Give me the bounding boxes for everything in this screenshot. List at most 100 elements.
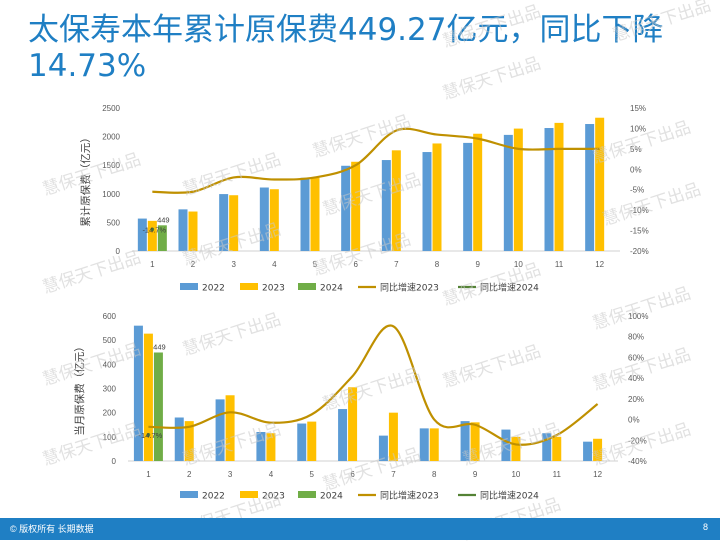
page-title: 太保寿本年累计原保费449.27亿元，同比下降14.73%: [28, 12, 664, 84]
data-label-2024-growth: -14.7%: [142, 225, 166, 234]
x-tick-label: 8: [435, 260, 440, 269]
legend-label-同比增速2023: 同比增速2023: [380, 282, 439, 294]
y-tick-label: 1000: [102, 190, 120, 199]
bar-2023-5: [310, 177, 320, 251]
x-tick-label: 6: [350, 470, 355, 479]
y-tick-label: 600: [103, 312, 117, 321]
bar-2022-7: [381, 160, 391, 251]
bar-2022-8: [419, 428, 429, 461]
bar-2022-6: [338, 409, 348, 461]
legend-swatch-2024: [298, 283, 316, 290]
legend-label-同比增速2024: 同比增速2024: [480, 490, 539, 502]
point-同比增速2024: [146, 432, 151, 437]
bar-2022-3: [219, 194, 229, 251]
y-tick-label: 100: [103, 433, 117, 442]
bar-2022-9: [460, 421, 470, 461]
x-tick-label: 5: [313, 260, 318, 269]
bar-2022-12: [583, 441, 593, 461]
legend-label-2023: 2023: [262, 492, 285, 502]
bar-2022-3: [215, 399, 225, 461]
y-tick-label: 500: [103, 336, 117, 345]
x-tick-label: 9: [475, 260, 480, 269]
bar-2022-2: [174, 417, 184, 461]
bar-2023-10: [511, 436, 521, 461]
bar-2023-1: [143, 333, 153, 461]
legend-swatch-2024: [298, 491, 316, 498]
y2-tick-label: 0%: [630, 165, 642, 174]
bar-2023-2: [184, 421, 194, 461]
legend-swatch-2023: [240, 283, 258, 290]
legend-label-2022: 2022: [202, 492, 225, 502]
bar-2022-7: [378, 435, 388, 461]
x-tick-label: 10: [511, 470, 520, 479]
page-number: 8: [702, 522, 708, 532]
bar-2023-11: [554, 122, 564, 251]
bar-2023-9: [473, 133, 483, 251]
y2-tick-label: 10%: [630, 124, 646, 133]
legend-label-同比增速2023: 同比增速2023: [380, 490, 439, 502]
bar-2024-1: [153, 352, 163, 461]
bar-2023-12: [595, 117, 605, 251]
y-tick-label: 400: [103, 360, 117, 369]
x-tick-label: 4: [272, 260, 277, 269]
y-axis-title: 累计原保费（亿元）: [79, 132, 92, 227]
legend-swatch-2023: [240, 491, 258, 498]
bar-2023-2: [188, 211, 198, 251]
data-label-2024-growth: -14.7%: [139, 431, 163, 440]
y2-tick-label: 40%: [628, 374, 644, 383]
bar-2022-12: [585, 124, 595, 251]
y2-tick-label: 15%: [630, 104, 646, 113]
x-tick-label: 1: [150, 260, 155, 269]
bar-2022-4: [256, 432, 266, 461]
y2-tick-label: -15%: [630, 227, 649, 236]
x-tick-label: 12: [593, 470, 602, 479]
bar-2023-9: [470, 422, 480, 461]
x-tick-label: 6: [353, 260, 358, 269]
y2-tick-label: 5%: [630, 145, 642, 154]
copyright-text: © 版权所有 长期数据: [10, 524, 94, 534]
legend-label-同比增速2024: 同比增速2024: [480, 282, 539, 294]
x-tick-label: 2: [191, 260, 196, 269]
x-tick-label: 12: [595, 260, 604, 269]
x-tick-label: 5: [310, 470, 315, 479]
cumulative-premium-chart: 0 500 1000 1500 2000 2500 -20% -15% -10% -5% 0% 5% 1…: [79, 104, 649, 294]
y-axis-title: 当月原保费（亿元）: [73, 341, 86, 436]
y2-tick-label: -10%: [630, 206, 649, 215]
bar-2023-3: [229, 195, 239, 251]
bar-2023-3: [225, 395, 235, 461]
legend-label-2022: 2022: [202, 284, 225, 294]
monthly-premium-chart: 0 100 200 300 400 500 600 -40% -20% 0% 20% 40% 60% 80…: [73, 312, 648, 502]
y-tick-label: 0: [116, 247, 121, 256]
bar-2023-8: [432, 143, 442, 251]
y-tick-label: 2500: [102, 104, 120, 113]
bar-2023-4: [266, 433, 276, 461]
y2-tick-label: 100%: [628, 312, 648, 321]
x-tick-label: 11: [553, 470, 562, 479]
y-tick-label: 0: [112, 457, 117, 466]
bar-2023-12: [593, 438, 603, 461]
y2-tick-label: 0%: [628, 416, 640, 425]
line-同比增速2023: [152, 127, 600, 194]
x-tick-label: 9: [473, 470, 478, 479]
x-tick-label: 4: [269, 470, 274, 479]
bar-2023-4: [269, 189, 279, 251]
footer-bar: © 版权所有 长期数据 8: [0, 518, 720, 540]
bar-2023-6: [348, 387, 358, 461]
bar-2022-11: [544, 128, 554, 251]
bar-2022-5: [297, 423, 307, 461]
bar-2022-10: [503, 134, 513, 251]
y-tick-label: 2000: [102, 133, 120, 142]
bar-2023-7: [388, 412, 398, 461]
legend-label-2024: 2024: [320, 492, 343, 502]
bar-2023-5: [307, 421, 317, 461]
bar-2022-1: [133, 325, 143, 461]
legend-label-2024: 2024: [320, 284, 343, 294]
x-tick-label: 1: [146, 470, 151, 479]
y-tick-label: 300: [103, 385, 117, 394]
legend-label-2023: 2023: [262, 284, 285, 294]
x-tick-label: 2: [187, 470, 192, 479]
y2-tick-label: 80%: [628, 333, 644, 342]
legend-swatch-2022: [180, 491, 198, 498]
bar-2024-1: [157, 225, 167, 251]
y2-tick-label: -20%: [630, 247, 649, 256]
